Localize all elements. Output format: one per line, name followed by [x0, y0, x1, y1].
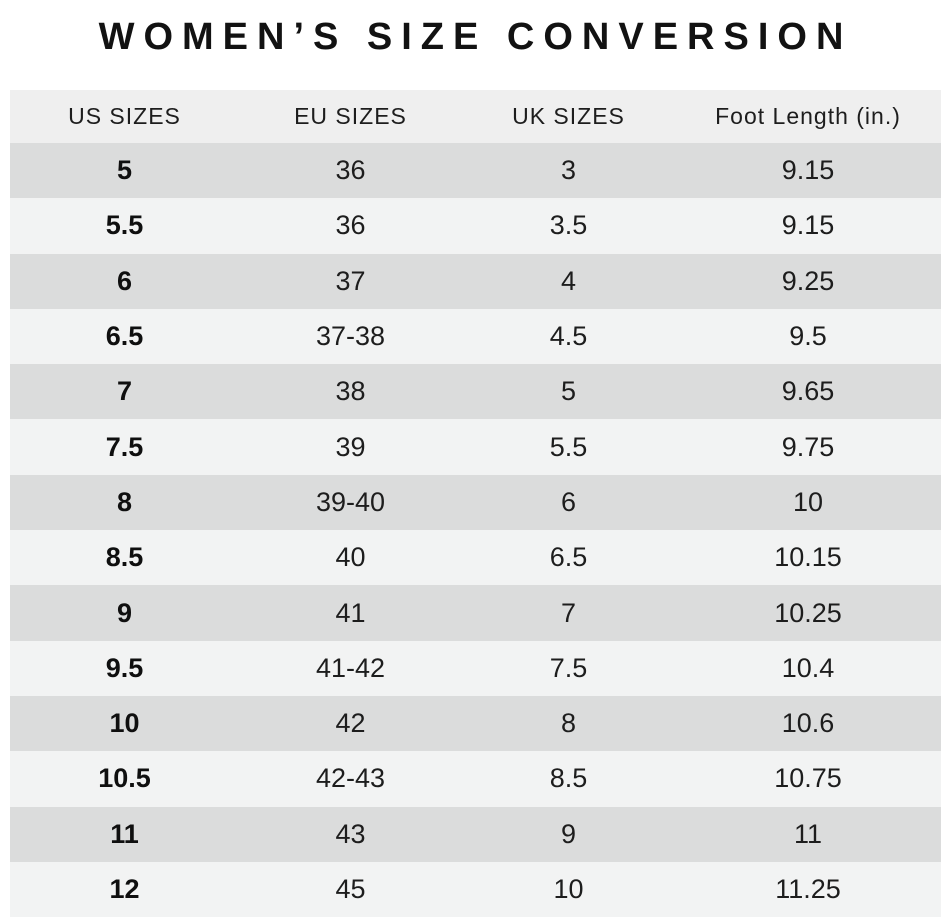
uk-size-cell: 5 [560, 376, 577, 407]
foot-length-cell: 11.25 [775, 874, 841, 904]
column-header: EU SIZES [294, 103, 407, 129]
us-size-cell: 9 [116, 597, 133, 628]
uk-size-cell: 6 [560, 486, 577, 517]
us-size-cell: 5.5 [105, 210, 144, 241]
foot-length-cell: 10.25 [774, 597, 842, 628]
table-body: 5 36 3 9.15 5.5 36 3.5 9.15 6 37 4 9.25 6.5 37-38 4.5 9… [10, 143, 941, 917]
us-size-cell: 6 [116, 265, 133, 296]
table-row: 6.5 37-38 4.5 9.5 [10, 308, 941, 365]
table-row: 8 39-40 6 10 [10, 474, 941, 531]
foot-length-cell: 9.65 [781, 376, 835, 407]
eu-size-cell: 36 [335, 155, 366, 186]
table-row: 12 45 10 11.25 [10, 861, 941, 917]
eu-size-cell: 39 [335, 431, 366, 462]
column-header: Foot Length (in.) [715, 103, 901, 129]
uk-size-cell: 7.5 [549, 652, 588, 683]
uk-size-cell: 5.5 [549, 431, 588, 462]
eu-size-cell: 38 [335, 376, 366, 407]
eu-size-cell: 42 [335, 708, 366, 739]
eu-size-cell: 40 [335, 542, 366, 573]
foot-length-cell: 9.5 [789, 321, 827, 352]
uk-size-cell: 10 [553, 874, 584, 904]
eu-size-cell: 42-43 [315, 763, 386, 794]
us-size-cell: 10 [109, 708, 140, 739]
us-size-cell: 9.5 [105, 652, 144, 683]
foot-length-cell: 11 [793, 818, 823, 849]
eu-size-cell: 41 [335, 597, 366, 628]
table-row: 5 36 3 9.15 [10, 143, 941, 199]
eu-size-cell: 41-42 [315, 652, 386, 683]
table-row: 7.5 39 5.5 9.75 [10, 419, 941, 475]
foot-length-cell: 9.25 [781, 265, 835, 296]
eu-size-cell: 45 [335, 874, 366, 904]
eu-size-cell: 39-40 [315, 486, 386, 517]
table-row: 5.5 36 3.5 9.15 [10, 198, 941, 254]
column-header: US SIZES [68, 103, 181, 129]
foot-length-cell: 10.4 [781, 652, 835, 683]
foot-length-cell: 10 [792, 486, 824, 517]
uk-size-cell: 4.5 [549, 321, 588, 352]
table-row: 9 41 7 10.25 [10, 585, 941, 641]
table-row: 8.5 40 6.5 10.15 [10, 530, 941, 586]
us-size-cell: 8 [116, 486, 133, 517]
table-row: 11 43 9 11 [10, 806, 941, 862]
us-size-cell: 8.5 [105, 542, 144, 573]
us-size-cell: 6.5 [105, 321, 144, 352]
uk-size-cell: 8 [560, 708, 577, 739]
foot-length-cell: 10.15 [774, 542, 842, 573]
table-row: 10.5 42-43 8.5 10.75 [10, 751, 941, 807]
foot-length-cell: 9.15 [781, 210, 835, 241]
table-row: 10 42 8 10.6 [10, 695, 941, 752]
uk-size-cell: 3 [560, 155, 577, 186]
eu-size-cell: 37-38 [315, 321, 386, 352]
column-header: UK SIZES [512, 103, 625, 129]
size-conversion-table: US SIZES EU SIZES UK SIZES Foot Length (in.… [10, 90, 941, 917]
uk-size-cell: 7 [560, 597, 577, 628]
foot-length-cell: 9.15 [781, 155, 835, 186]
us-size-cell: 7 [116, 376, 133, 407]
us-size-cell: 5 [116, 155, 133, 186]
foot-length-cell: 10.6 [781, 708, 835, 739]
uk-size-cell: 8.5 [549, 763, 588, 794]
uk-size-cell: 4 [560, 265, 577, 296]
eu-size-cell: 43 [335, 818, 366, 849]
uk-size-cell: 3.5 [549, 210, 588, 241]
uk-size-cell: 6.5 [549, 542, 588, 573]
table-header-row: US SIZES EU SIZES UK SIZES Foot Length (in.… [10, 90, 941, 143]
table-row: 7 38 5 9.65 [10, 364, 941, 420]
foot-length-cell: 10.75 [774, 763, 842, 794]
foot-length-cell: 9.75 [781, 431, 835, 462]
us-size-cell: 11 [110, 818, 139, 849]
eu-size-cell: 37 [335, 265, 366, 296]
page-title: WOMEN’S SIZE CONVERSION [98, 16, 853, 58]
uk-size-cell: 9 [560, 818, 577, 849]
eu-size-cell: 36 [335, 210, 366, 241]
us-size-cell: 12 [109, 874, 140, 904]
us-size-cell: 10.5 [98, 763, 151, 794]
table-row: 9.5 41-42 7.5 10.4 [10, 640, 941, 696]
table-row: 6 37 4 9.25 [10, 253, 941, 309]
us-size-cell: 7.5 [105, 431, 144, 462]
